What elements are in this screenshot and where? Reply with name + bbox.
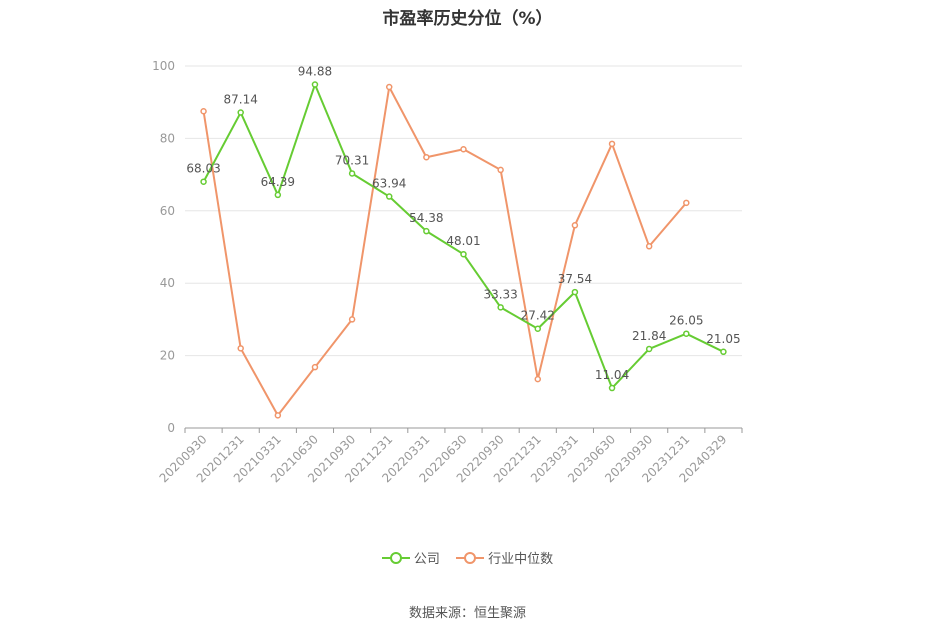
data-point-company — [683, 330, 690, 337]
axis-layer: 0204060801002020093020201231202103312021… — [152, 59, 743, 485]
data-point-company — [311, 81, 319, 88]
data-point-company — [385, 193, 393, 200]
data-point-industry-median — [274, 412, 282, 419]
data-label-company: 26.05 — [669, 314, 703, 328]
data-point-industry-median — [423, 153, 430, 161]
series-layer — [200, 81, 727, 419]
legend-item-company[interactable]: 公司 — [381, 548, 440, 567]
data-point-company — [274, 191, 282, 199]
data-point-company — [200, 178, 207, 185]
y-tick-label: 20 — [160, 349, 175, 363]
data-label-company: 21.05 — [706, 332, 740, 346]
y-tick-label: 0 — [167, 421, 175, 435]
legend-company-marker-icon — [381, 551, 410, 564]
y-tick-label: 40 — [160, 276, 175, 290]
data-point-company — [645, 345, 653, 353]
legend-industry-label: 行业中位数 — [488, 552, 554, 567]
data-point-company — [460, 250, 467, 258]
data-point-company — [423, 227, 430, 235]
data-point-industry-median — [348, 316, 356, 323]
data-point-company — [608, 384, 616, 392]
data-label-company: 87.14 — [224, 93, 258, 107]
data-label-company: 54.38 — [409, 211, 443, 225]
data-label-company: 64.39 — [261, 175, 295, 189]
data-label-company: 94.88 — [298, 65, 332, 79]
data-label-company: 37.54 — [558, 272, 592, 286]
data-point-company — [534, 325, 542, 332]
data-point-industry-median — [460, 146, 467, 153]
series-line-industry-median — [202, 86, 688, 417]
legend: 公司 行业中位数 — [0, 548, 935, 569]
y-tick-label: 60 — [160, 204, 175, 218]
legend-industry-marker-icon — [456, 551, 485, 564]
data-label-company: 27.42 — [521, 309, 555, 323]
data-point-industry-median — [385, 83, 393, 91]
data-point-company — [720, 348, 727, 356]
data-point-industry-median — [497, 166, 504, 174]
y-tick-label: 80 — [160, 131, 175, 145]
y-tick-label: 100 — [152, 59, 175, 73]
data-label-company: 48.01 — [446, 234, 480, 248]
data-label-company: 68.03 — [186, 162, 220, 176]
data-point-industry-median — [237, 345, 244, 352]
data-point-industry-median — [311, 363, 319, 371]
chart-title: 市盈率历史分位（%） — [382, 9, 553, 29]
data-point-company — [571, 288, 579, 296]
data-point-industry-median — [534, 375, 542, 383]
legend-item-industry-median[interactable]: 行业中位数 — [456, 548, 553, 567]
data-label-company: 33.33 — [483, 287, 517, 301]
data-point-industry-median — [571, 222, 579, 229]
data-label-company: 21.84 — [632, 329, 666, 343]
data-label-company: 70.31 — [335, 153, 369, 167]
data-point-industry-median — [200, 108, 207, 115]
data-label-company: 11.04 — [595, 368, 629, 382]
data-point-company — [497, 304, 504, 311]
data-point-industry-median — [608, 140, 616, 148]
data-point-company — [348, 170, 356, 177]
data-point-company — [237, 109, 244, 116]
data-point-industry-median — [645, 243, 653, 250]
data-label-company: 63.94 — [372, 177, 406, 191]
legend-company-label: 公司 — [413, 552, 440, 567]
data-point-industry-median — [683, 199, 690, 207]
grid-layer — [185, 65, 742, 357]
data-source: 数据来源：恒生聚源 — [408, 606, 526, 621]
